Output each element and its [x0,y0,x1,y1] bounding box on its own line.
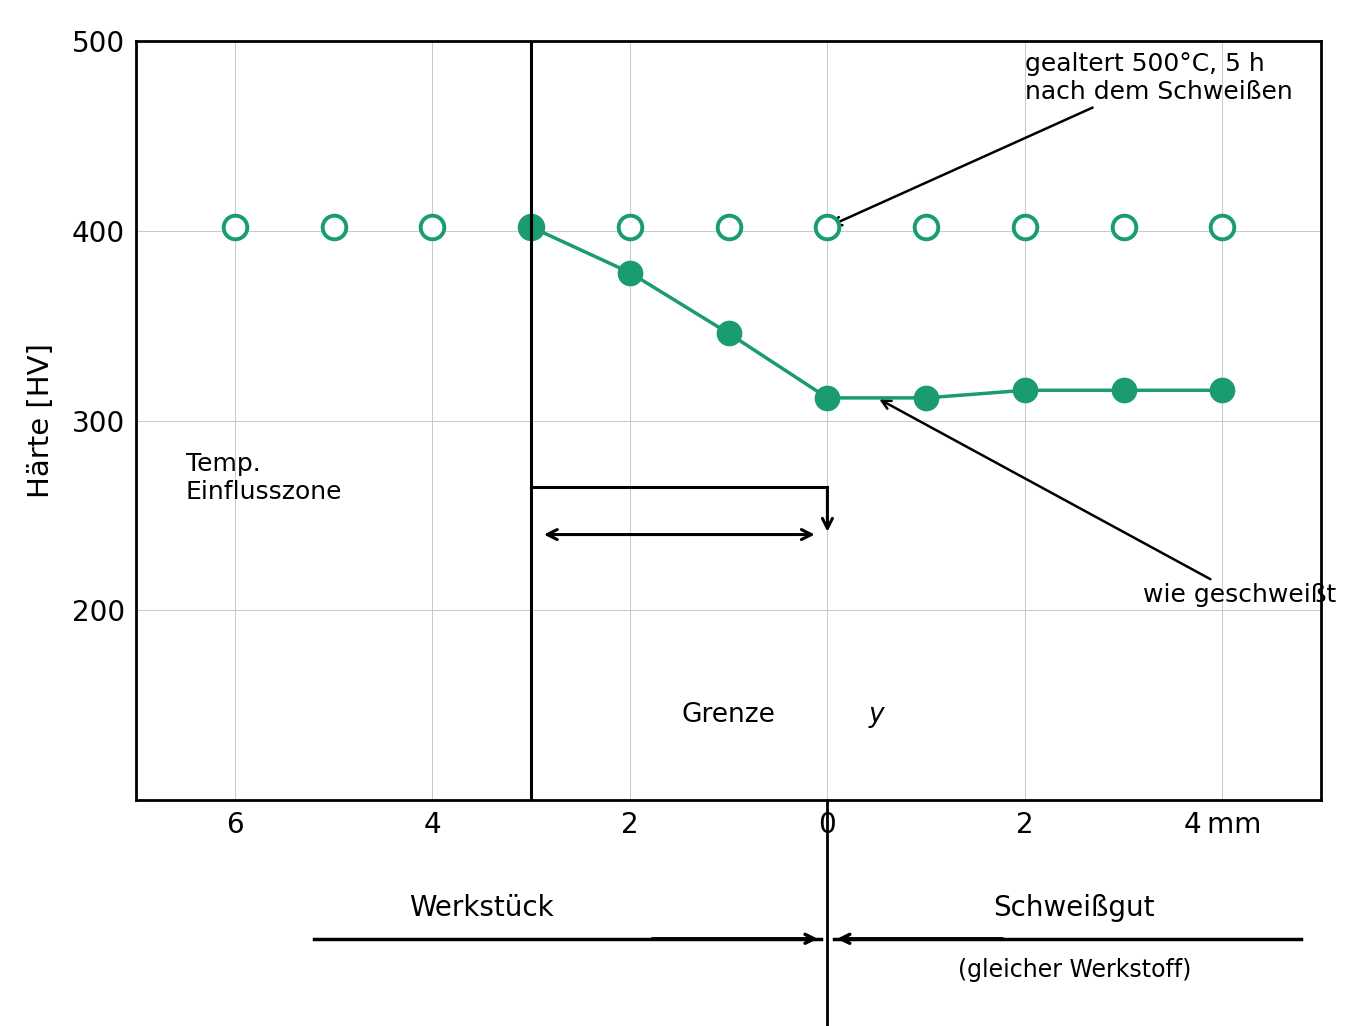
Text: wie geschweißt: wie geschweißt [881,400,1336,607]
Text: gealtert 500°C, 5 h
nach dem Schweißen: gealtert 500°C, 5 h nach dem Schweißen [832,52,1293,225]
Text: y: y [869,702,884,727]
Text: Temp.
Einflusszone: Temp. Einflusszone [185,451,342,504]
Text: (gleicher Werkstoff): (gleicher Werkstoff) [957,957,1190,982]
Text: Werkstück: Werkstück [410,894,554,922]
Text: Schweißgut: Schweißgut [993,894,1155,922]
Y-axis label: Härte [HV]: Härte [HV] [27,344,56,498]
Text: Grenze: Grenze [682,702,775,727]
